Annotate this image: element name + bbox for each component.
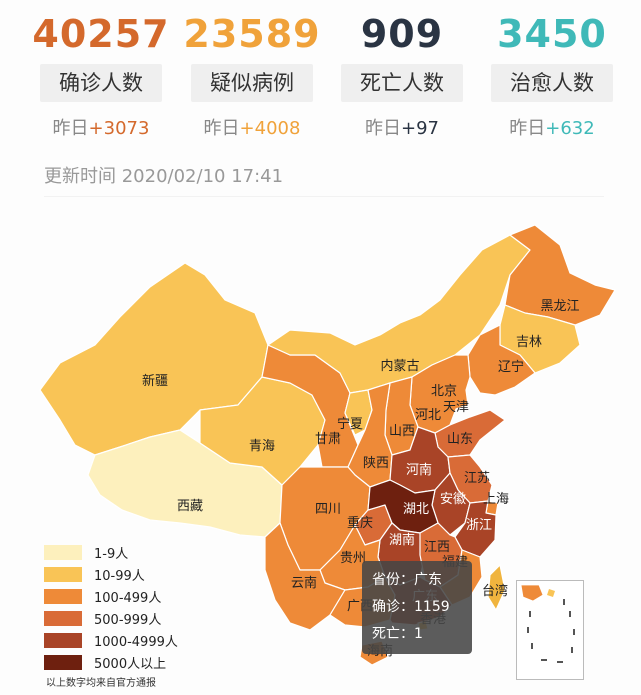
- label-jilin: 吉林: [516, 335, 542, 350]
- suspected-label: 疑似病例: [191, 64, 313, 102]
- label-gansu: 甘肃: [315, 432, 341, 447]
- label-tianjin: 天津: [443, 400, 469, 415]
- label-yunnan: 云南: [291, 575, 317, 591]
- label-beijing: 北京: [431, 384, 457, 399]
- legend-swatch: [44, 588, 82, 604]
- suspected-delta-value: +4008: [239, 118, 301, 139]
- label-jiangxi: 江西: [424, 540, 450, 555]
- label-jiangsu: 江苏: [464, 470, 490, 486]
- south-china-sea-map: [520, 584, 575, 663]
- legend-label: 1-9人: [94, 546, 129, 562]
- suspected-delta-prefix: 昨日: [203, 118, 240, 139]
- confirmed-count: 40257: [32, 12, 170, 56]
- stat-deaths: 909 死亡人数 昨日+97: [327, 10, 477, 140]
- label-henan: 河南: [406, 462, 432, 478]
- label-zhejiang: 浙江: [466, 518, 492, 533]
- legend-swatch: [44, 544, 82, 560]
- label-chongqing: 重庆: [347, 515, 373, 531]
- label-tibet: 西藏: [177, 499, 203, 514]
- label-qinghai: 青海: [249, 439, 275, 454]
- label-guizhou: 贵州: [340, 551, 366, 566]
- tooltip-province-label: 省份：: [372, 572, 414, 588]
- label-inner-mongolia: 内蒙古: [380, 358, 419, 374]
- label-hunan: 湖南: [389, 532, 415, 548]
- legend-item[interactable]: 500-999人: [44, 608, 178, 628]
- stat-suspected: 23589 疑似病例 昨日+4008: [177, 10, 327, 140]
- label-taiwan: 台湾: [482, 583, 508, 599]
- confirmed-label: 确诊人数: [40, 64, 162, 102]
- deaths-count: 909: [360, 12, 444, 56]
- tooltip-deaths-row: 死亡：1: [372, 621, 472, 648]
- cured-delta-prefix: 昨日: [509, 118, 546, 139]
- deaths-delta-prefix: 昨日: [365, 118, 401, 139]
- label-anhui: 安徽: [440, 492, 466, 507]
- legend-item[interactable]: 10-99人: [44, 564, 178, 584]
- label-xinjiang: 新疆: [142, 373, 168, 389]
- tooltip-province-value: 广东: [414, 572, 442, 588]
- cured-delta-value: +632: [545, 118, 595, 139]
- divider: [44, 196, 604, 197]
- cured-delta: 昨日+632: [477, 114, 627, 140]
- label-shaanxi: 陕西: [363, 456, 389, 471]
- label-hebei: 河北: [415, 408, 441, 423]
- legend-label: 1000-4999人: [94, 634, 178, 650]
- label-liaoning: 辽宁: [498, 359, 524, 375]
- confirmed-delta-value: +3073: [88, 118, 150, 139]
- confirmed-delta-prefix: 昨日: [52, 118, 89, 139]
- cured-count: 3450: [497, 12, 607, 56]
- deaths-delta-value: +97: [401, 118, 439, 139]
- confirmed-delta: 昨日+3073: [26, 114, 176, 140]
- legend-label: 5000人以上: [94, 656, 167, 672]
- data-source-note: 以上数字均来自官方通报: [46, 678, 156, 689]
- suspected-delta: 昨日+4008: [177, 114, 327, 140]
- china-map: 新疆 西藏 青海 甘肃 内蒙古 宁夏 黑龙江 吉林 辽宁 北京 天津 河北 山西…: [39, 224, 616, 666]
- update-time: 更新时间 2020/02/10 17:41: [44, 166, 284, 187]
- legend-item[interactable]: 5000人以上: [44, 652, 178, 672]
- legend-swatch: [44, 610, 82, 626]
- legend-swatch: [44, 632, 82, 648]
- deaths-delta: 昨日+97: [327, 114, 477, 140]
- legend-label: 100-499人: [94, 590, 162, 606]
- suspected-count: 23589: [183, 12, 321, 56]
- cured-label: 治愈人数: [491, 64, 613, 102]
- inset-mainland-shape: [520, 584, 544, 602]
- province-taiwan[interactable]: [487, 564, 506, 611]
- legend: 1-9人 10-99人 100-499人 500-999人 1000-4999人…: [44, 542, 178, 674]
- label-sichuan: 四川: [315, 502, 341, 517]
- deaths-label: 死亡人数: [341, 64, 463, 102]
- legend-label: 500-999人: [94, 612, 162, 628]
- province-tooltip: 省份：广东 确诊：1159 死亡：1: [362, 561, 472, 654]
- stat-cured: 3450 治愈人数 昨日+632: [477, 10, 627, 140]
- tooltip-confirmed-label: 确诊：: [372, 599, 414, 615]
- tooltip-confirmed-row: 确诊：1159: [372, 594, 472, 621]
- tooltip-deaths-label: 死亡：: [372, 626, 414, 642]
- south-china-sea-inset: [516, 580, 584, 680]
- label-ningxia: 宁夏: [337, 416, 363, 432]
- nine-dash-line: [527, 599, 575, 663]
- legend-swatch: [44, 654, 82, 670]
- inset-island-shape: [547, 589, 555, 597]
- province-heilongjiang[interactable]: [504, 224, 616, 326]
- label-hubei: 湖北: [403, 502, 429, 517]
- tooltip-deaths-value: 1: [414, 626, 423, 642]
- label-heilongjiang: 黑龙江: [540, 299, 579, 314]
- legend-item[interactable]: 100-499人: [44, 586, 178, 606]
- stat-confirmed: 40257 确诊人数 昨日+3073: [26, 10, 176, 140]
- legend-item[interactable]: 1-9人: [44, 542, 178, 562]
- legend-item[interactable]: 1000-4999人: [44, 630, 178, 650]
- label-shanghai: 上海: [483, 492, 509, 507]
- legend-swatch: [44, 566, 82, 582]
- label-shanxi: 山西: [389, 424, 415, 439]
- tooltip-confirmed-value: 1159: [414, 599, 450, 615]
- label-shandong: 山东: [447, 432, 473, 447]
- legend-label: 10-99人: [94, 568, 145, 584]
- tooltip-province-row: 省份：广东: [372, 567, 472, 594]
- stats-panel: 40257 确诊人数 昨日+3073 23589 疑似病例 昨日+4008 90…: [0, 0, 641, 150]
